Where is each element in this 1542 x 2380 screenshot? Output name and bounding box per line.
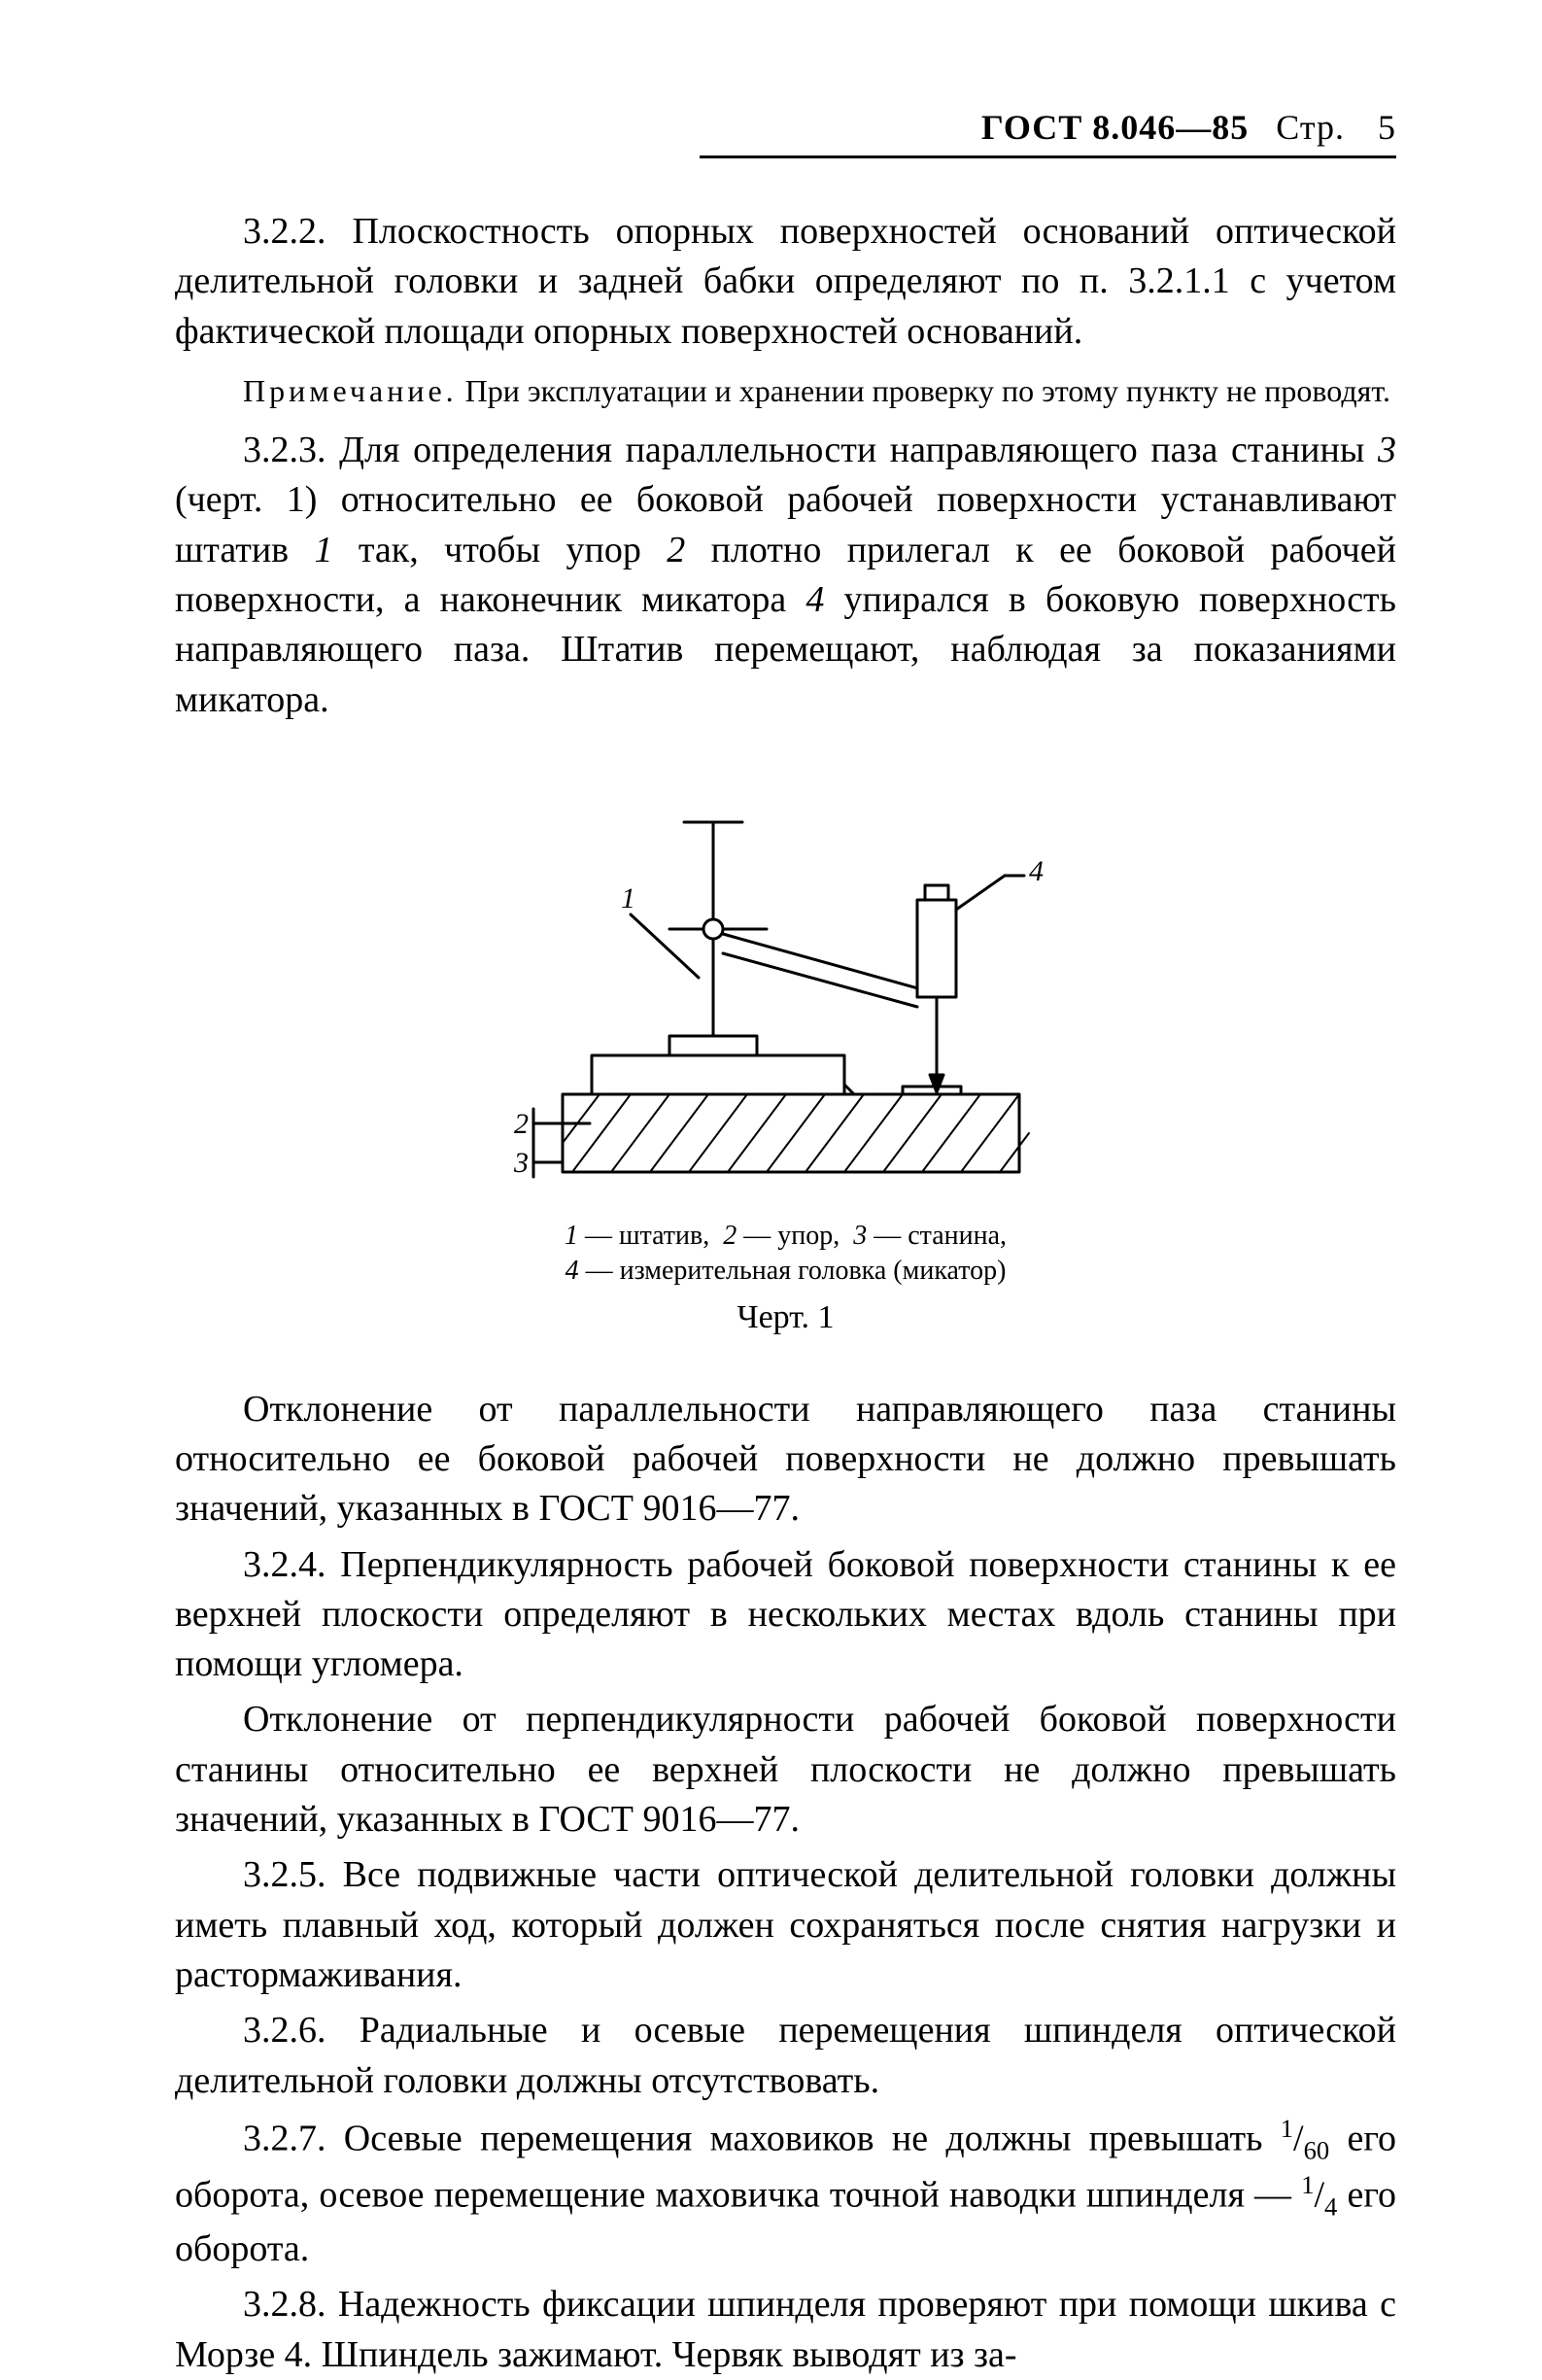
p327-f2n: 1 — [1301, 2170, 1314, 2199]
document-page: ГОСТ 8.046—85 Стр. 5 3.2.2. Плоскостност… — [0, 0, 1542, 2342]
fig-label-2: 2 — [514, 1108, 529, 1140]
note-3-2-2: Примечание. При эксплуатации и хранении … — [175, 370, 1396, 412]
p323-n1: 1 — [314, 530, 332, 570]
figure-label: Черт. 1 — [175, 1299, 1396, 1336]
para-3-2-4a: 3.2.4. Перпендикулярность рабочей боково… — [175, 1540, 1396, 1690]
figure-1-svg: 1 2 3 4 — [475, 783, 1097, 1201]
para-3-2-4b: Отклонение от перпендикулярности рабочей… — [175, 1695, 1396, 1845]
para-3-2-8: 3.2.8. Надежность фиксации шпинделя пров… — [175, 2280, 1396, 2380]
note-label: Примечание. — [243, 373, 458, 408]
p327-f1n: 1 — [1281, 2114, 1293, 2143]
p323-c: так, чтобы упор — [332, 530, 667, 570]
figure-caption-line1: 1 — штатив, 2 — упор, 3 — станина, — [175, 1219, 1396, 1254]
para-3-2-6: 3.2.6. Радиальные и осевые перемещения ш… — [175, 2006, 1396, 2106]
header-page-number: 5 — [1378, 108, 1396, 147]
p323-n4: 4 — [805, 579, 824, 620]
page-header: ГОСТ 8.046—85 Стр. 5 — [700, 107, 1396, 158]
p327-f2d: 4 — [1324, 2191, 1337, 2221]
p327-a: 3.2.7. Осевые перемещения маховиков не д… — [243, 2118, 1281, 2158]
header-gost: ГОСТ 8.046—85 — [981, 108, 1249, 147]
fig-label-4: 4 — [1029, 855, 1044, 887]
fig-label-3: 3 — [513, 1147, 529, 1179]
para-3-2-3-concl: Отклонение от параллельности направляюще… — [175, 1385, 1396, 1535]
p323-a: 3.2.3. Для определения параллельности на… — [243, 430, 1378, 470]
note-text: При эксплуатации и хранении проверку по … — [465, 373, 1390, 408]
para-3-2-2: 3.2.2. Плоскостность опорных поверхносте… — [175, 207, 1396, 357]
figure-1: 1 2 3 4 1 — штатив, 2 — упор, 3 — станин… — [175, 783, 1396, 1336]
p323-n2: 2 — [667, 530, 685, 570]
para-3-2-3: 3.2.3. Для определения параллельности на… — [175, 426, 1396, 725]
p327-f1d: 60 — [1304, 2135, 1330, 2164]
para-3-2-5: 3.2.5. Все подвижные части оптической де… — [175, 1850, 1396, 2000]
fig-label-1: 1 — [621, 882, 635, 914]
para-3-2-7: 3.2.7. Осевые перемещения маховиков не д… — [175, 2112, 1396, 2275]
header-page-word: Стр. — [1276, 108, 1345, 147]
p323-n3: 3 — [1378, 430, 1396, 470]
figure-caption-line2: 4 — измерительная головка (микатор) — [175, 1254, 1396, 1289]
